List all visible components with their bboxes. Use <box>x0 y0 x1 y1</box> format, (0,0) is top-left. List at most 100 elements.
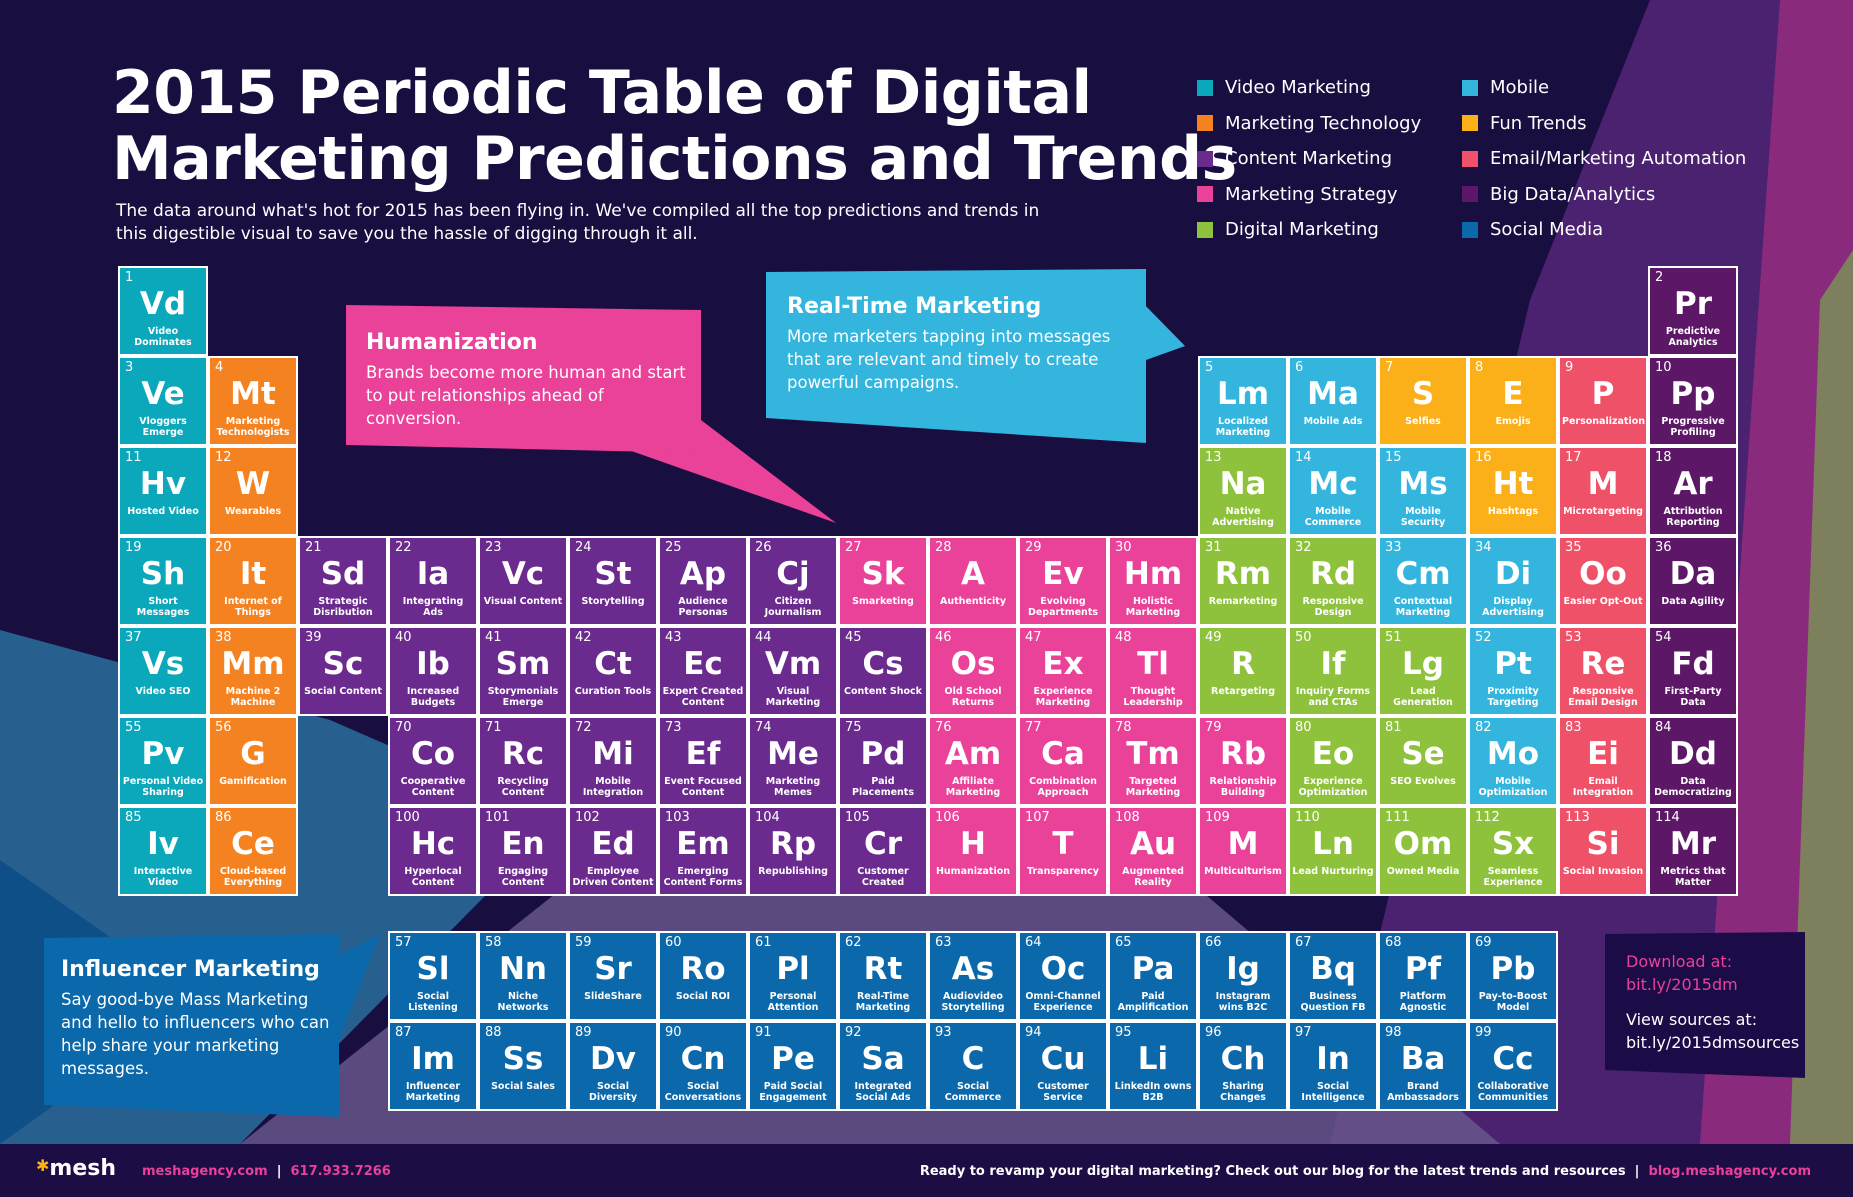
element-number: 104 <box>755 810 780 825</box>
element-name: Social ROI <box>675 991 731 1002</box>
element-name: Omni-Channel Experience <box>1025 991 1101 1013</box>
element-cell-vm: 44 Vm Visual Marketing <box>748 626 838 716</box>
legend-swatch <box>1197 115 1213 132</box>
element-symbol: Om <box>1393 826 1453 862</box>
element-number: 27 <box>845 540 862 555</box>
element-symbol: Cc <box>1492 1041 1534 1077</box>
element-symbol: T <box>1052 826 1074 862</box>
element-number: 60 <box>665 935 682 950</box>
legend-column-1: Video Marketing Marketing Technology Conte… <box>1197 70 1421 248</box>
element-number: 76 <box>935 720 952 735</box>
legend-item-video: Video Marketing <box>1197 70 1421 106</box>
element-number: 114 <box>1655 810 1680 825</box>
element-number: 94 <box>1025 1025 1042 1040</box>
element-cell-dd: 84 Dd Data Democratizing <box>1648 716 1738 806</box>
element-number: 36 <box>1655 540 1672 555</box>
element-symbol: Pb <box>1490 951 1536 987</box>
element-symbol: Rd <box>1309 556 1357 592</box>
element-cell-s: 7 S Selfies <box>1378 356 1468 446</box>
element-symbol: Ct <box>594 646 632 682</box>
element-symbol: Ec <box>683 646 723 682</box>
element-name: Integrating Ads <box>402 596 464 618</box>
element-name: Proximity Targeting <box>1487 686 1539 708</box>
element-cell-pe: 91 Pe Paid Social Engagement <box>748 1021 838 1111</box>
element-number: 53 <box>1565 630 1582 645</box>
element-name: Vloggers Emerge <box>139 416 187 438</box>
element-symbol: Cj <box>776 556 810 592</box>
element-name: Video Dominates <box>134 326 192 348</box>
element-number: 46 <box>935 630 952 645</box>
element-number: 72 <box>575 720 592 735</box>
element-cell-ln: 110 Ln Lead Nurturing <box>1288 806 1378 896</box>
element-number: 91 <box>755 1025 772 1040</box>
element-number: 98 <box>1385 1025 1402 1040</box>
element-cell-rd: 32 Rd Responsive Design <box>1288 536 1378 626</box>
element-name: Personal Video Sharing <box>122 776 204 798</box>
element-symbol: C <box>961 1041 985 1077</box>
element-symbol: Pa <box>1131 951 1175 987</box>
element-symbol: Fd <box>1671 646 1715 682</box>
element-name: Metrics that Matter <box>1660 866 1726 888</box>
element-symbol: Ed <box>591 826 635 862</box>
element-symbol: Di <box>1494 556 1532 592</box>
element-name: Email Integration <box>1572 776 1634 798</box>
element-number: 35 <box>1565 540 1582 555</box>
element-symbol: Rm <box>1214 556 1272 592</box>
element-name: Influencer Marketing <box>405 1081 461 1103</box>
element-cell-tl: 48 Tl Thought Leadership <box>1108 626 1198 716</box>
element-symbol: Im <box>411 1041 455 1077</box>
element-name: Affiliate Marketing <box>945 776 1001 798</box>
element-number: 70 <box>395 720 412 735</box>
element-symbol: Mc <box>1308 466 1358 502</box>
blog-link[interactable]: blog.meshagency.com <box>1648 1164 1811 1179</box>
element-number: 19 <box>125 540 142 555</box>
sources-label: View sources at: <box>1626 1010 1758 1029</box>
element-symbol: Ba <box>1400 1041 1446 1077</box>
element-symbol: Eo <box>1311 736 1355 772</box>
element-name: Hosted Video <box>127 506 199 517</box>
element-name: Smarketing <box>852 596 914 607</box>
element-number: 50 <box>1295 630 1312 645</box>
element-name: Visual Content <box>483 596 563 607</box>
element-name: Thought Leadership <box>1123 686 1183 708</box>
element-cell-na: 13 Na Native Advertising <box>1198 446 1288 536</box>
element-name: Expert Created Content <box>662 686 744 708</box>
legend-label: Mobile <box>1490 77 1550 99</box>
element-name: Lead Generation <box>1393 686 1453 708</box>
element-cell-ro: 60 Ro Social ROI <box>658 931 748 1021</box>
element-cell-pt: 52 Pt Proximity Targeting <box>1468 626 1558 716</box>
element-cell-sx: 112 Sx Seamless Experience <box>1468 806 1558 896</box>
element-name: Mobile Optimization <box>1478 776 1548 798</box>
element-name: Pay-to-Boost Model <box>1478 991 1548 1013</box>
download-link[interactable]: bit.ly/2015dm <box>1626 975 1738 994</box>
element-symbol: Mt <box>230 376 276 412</box>
element-name: Collaborative Communities <box>1477 1081 1549 1103</box>
element-symbol: Co <box>410 736 456 772</box>
element-number: 10 <box>1655 360 1672 375</box>
element-name: Social Invasion <box>1562 866 1644 877</box>
separator: | <box>276 1164 282 1179</box>
element-number: 17 <box>1565 450 1582 465</box>
element-symbol: Oo <box>1579 556 1627 592</box>
website-link[interactable]: meshagency.com <box>142 1164 268 1179</box>
element-number: 22 <box>395 540 412 555</box>
legend-swatch <box>1462 186 1478 203</box>
mesh-logo[interactable]: ✱mesh <box>36 1156 117 1181</box>
element-cell-pa: 65 Pa Paid Amplification <box>1108 931 1198 1021</box>
element-cell-m: 17 M Microtargeting <box>1558 446 1648 536</box>
element-cell-as: 63 As Audiovideo Storytelling <box>928 931 1018 1021</box>
element-cell-ei: 83 Ei Email Integration <box>1558 716 1648 806</box>
element-name: Social Content <box>304 686 382 697</box>
element-cell-mr: 114 Mr Metrics that Matter <box>1648 806 1738 896</box>
sources-link[interactable]: bit.ly/2015dmsources <box>1626 1033 1800 1052</box>
element-number: 33 <box>1385 540 1402 555</box>
element-name: Display Advertising <box>1482 596 1544 618</box>
element-number: 40 <box>395 630 412 645</box>
element-symbol: St <box>594 556 632 592</box>
legend-item-mtech: Marketing Technology <box>1197 106 1421 142</box>
element-symbol: Vd <box>139 286 187 322</box>
element-name: Relationship Building <box>1209 776 1277 798</box>
element-number: 108 <box>1115 810 1140 825</box>
element-name: Microtargeting <box>1563 506 1643 517</box>
influencer-tail <box>330 934 380 1040</box>
